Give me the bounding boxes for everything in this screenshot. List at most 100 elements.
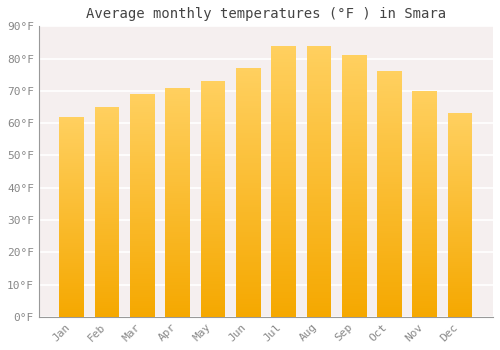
Bar — [271, 312, 296, 314]
Bar — [306, 273, 331, 276]
Bar — [130, 303, 155, 306]
Bar — [236, 175, 260, 177]
Bar — [94, 210, 120, 212]
Bar — [377, 314, 402, 317]
Bar — [60, 259, 84, 261]
Bar — [377, 162, 402, 165]
Bar — [60, 313, 84, 315]
Bar — [377, 184, 402, 187]
Bar — [271, 170, 296, 173]
Bar — [448, 288, 472, 290]
Bar — [412, 303, 437, 306]
Bar — [60, 295, 84, 297]
Bar — [271, 116, 296, 119]
Bar — [236, 155, 260, 158]
Bar — [130, 301, 155, 303]
Bar — [306, 170, 331, 173]
Bar — [94, 143, 120, 145]
Bar — [306, 214, 331, 217]
Bar — [130, 295, 155, 297]
Bar — [166, 214, 190, 216]
Bar — [342, 149, 366, 152]
Bar — [342, 178, 366, 181]
Bar — [200, 119, 226, 121]
Bar — [130, 197, 155, 199]
Bar — [166, 266, 190, 269]
Bar — [236, 83, 260, 86]
Bar — [412, 260, 437, 262]
Bar — [236, 262, 260, 265]
Bar — [271, 84, 296, 86]
Bar — [271, 306, 296, 309]
Bar — [130, 125, 155, 127]
Bar — [342, 249, 366, 251]
Bar — [236, 277, 260, 280]
Bar — [94, 111, 120, 113]
Bar — [306, 178, 331, 181]
Bar — [200, 293, 226, 296]
Bar — [94, 229, 120, 231]
Bar — [342, 257, 366, 259]
Bar — [412, 238, 437, 240]
Bar — [306, 73, 331, 76]
Bar — [166, 216, 190, 218]
Bar — [166, 111, 190, 113]
Bar — [94, 191, 120, 193]
Bar — [130, 156, 155, 159]
Bar — [236, 274, 260, 277]
Bar — [377, 231, 402, 233]
Bar — [130, 96, 155, 98]
Bar — [342, 236, 366, 238]
Bar — [94, 260, 120, 262]
Bar — [377, 263, 402, 265]
Bar — [342, 288, 366, 290]
Bar — [130, 98, 155, 101]
Bar — [94, 174, 120, 176]
Bar — [60, 121, 84, 122]
Bar — [236, 247, 260, 250]
Bar — [200, 300, 226, 303]
Bar — [342, 134, 366, 136]
Bar — [60, 261, 84, 263]
Bar — [166, 168, 190, 170]
Bar — [448, 270, 472, 272]
Bar — [130, 210, 155, 212]
Bar — [271, 268, 296, 271]
Bar — [377, 74, 402, 76]
Bar — [236, 282, 260, 285]
Bar — [60, 163, 84, 165]
Bar — [60, 247, 84, 249]
Bar — [94, 231, 120, 233]
Bar — [377, 138, 402, 140]
Bar — [412, 211, 437, 213]
Bar — [448, 252, 472, 254]
Bar — [166, 177, 190, 179]
Bar — [130, 252, 155, 254]
Bar — [342, 199, 366, 202]
Bar — [377, 180, 402, 182]
Bar — [130, 299, 155, 301]
Bar — [236, 190, 260, 192]
Bar — [342, 301, 366, 304]
Bar — [166, 239, 190, 241]
Bar — [236, 212, 260, 215]
Bar — [377, 165, 402, 167]
Bar — [60, 193, 84, 195]
Bar — [200, 102, 226, 105]
Bar — [306, 89, 331, 92]
Bar — [60, 299, 84, 301]
Bar — [412, 294, 437, 296]
Bar — [342, 270, 366, 272]
Bar — [448, 193, 472, 195]
Bar — [342, 262, 366, 265]
Bar — [412, 296, 437, 299]
Bar — [342, 299, 366, 301]
Bar — [342, 123, 366, 126]
Bar — [94, 298, 120, 300]
Bar — [377, 292, 402, 295]
Bar — [236, 135, 260, 138]
Bar — [166, 204, 190, 207]
Bar — [377, 98, 402, 101]
Bar — [60, 187, 84, 189]
Bar — [342, 296, 366, 299]
